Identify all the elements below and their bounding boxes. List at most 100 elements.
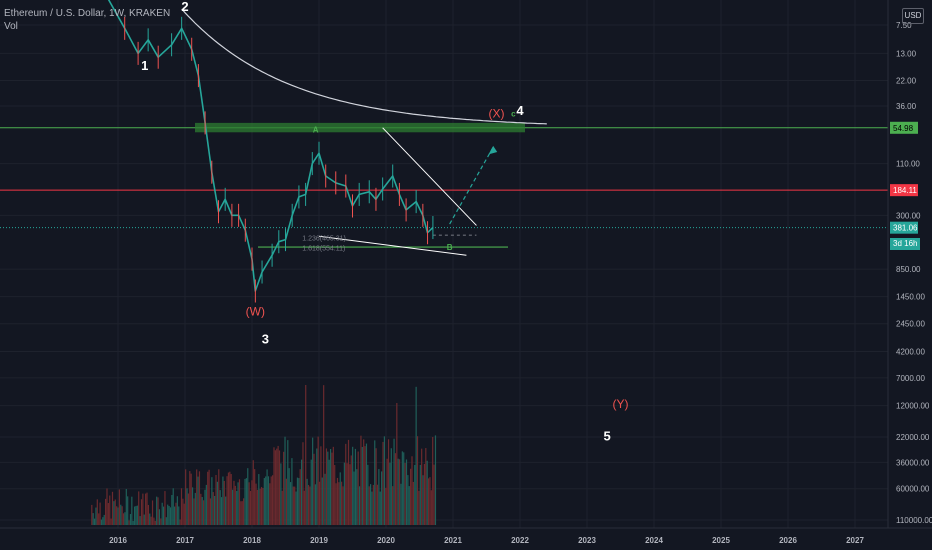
wave-label: 2 xyxy=(181,0,188,14)
price-tick-label: 110.00 xyxy=(896,160,920,169)
volume-bar xyxy=(316,448,318,525)
volume-bar xyxy=(270,476,272,525)
volume-bar xyxy=(263,478,265,525)
volume-bar xyxy=(310,459,312,525)
volume-bar xyxy=(296,477,299,525)
volume-bar xyxy=(430,490,432,525)
volume-bar xyxy=(349,464,351,525)
volume-bar xyxy=(288,468,290,525)
volume-bar xyxy=(249,490,252,525)
volume-bar xyxy=(205,484,207,525)
volume-bar xyxy=(202,500,205,525)
volume-bar xyxy=(429,477,431,525)
symbol-title[interactable]: Ethereum / U.S. Dollar, 1W, KRAKEN xyxy=(4,8,171,19)
volume-bar xyxy=(95,507,97,525)
time-tick-label: 2016 xyxy=(109,536,127,545)
volume-bar xyxy=(198,471,201,525)
volume-bar xyxy=(433,464,435,525)
time-tick-label: 2020 xyxy=(377,536,395,545)
volume-bar xyxy=(218,469,220,525)
wave-label: 4 xyxy=(516,103,524,118)
time-tick-label: 2019 xyxy=(310,536,328,545)
price-tick-label: 1450.00 xyxy=(896,293,925,302)
volume-bar xyxy=(107,503,109,525)
volume-bar xyxy=(114,499,116,525)
currency-button[interactable]: USD xyxy=(902,8,924,24)
volume-bar xyxy=(383,436,386,525)
volume-bar xyxy=(418,490,420,525)
volume-bar xyxy=(313,453,315,525)
volume-bar xyxy=(300,459,303,525)
fib-label: 1.236(465.31) xyxy=(302,235,346,242)
volume-bar xyxy=(225,496,227,525)
volume-bar xyxy=(365,443,368,525)
volume-indicator-label[interactable]: Vol xyxy=(4,21,18,32)
volume-bar xyxy=(136,505,138,525)
volume-bar xyxy=(358,486,361,525)
volume-bar xyxy=(386,458,388,525)
grid-lines xyxy=(0,0,888,528)
volume-bar xyxy=(197,476,199,525)
volume-bar xyxy=(303,490,305,525)
volume-bar xyxy=(434,435,437,525)
time-tick-label: 2024 xyxy=(645,536,663,545)
price-tick-label: 7.50 xyxy=(896,21,912,30)
volume-bar xyxy=(124,512,126,525)
volume-bar xyxy=(350,455,352,525)
volume-bar xyxy=(135,506,137,525)
time-tick-label: 2018 xyxy=(243,536,261,545)
volume-bar xyxy=(111,491,114,525)
price-series xyxy=(107,0,434,303)
volume-bar xyxy=(345,443,347,525)
volume-bar xyxy=(364,446,366,525)
volume-bar xyxy=(138,491,140,525)
wave-label: 5 xyxy=(603,428,610,443)
volume-bar xyxy=(385,487,387,525)
volume-bar xyxy=(212,492,214,525)
volume-bar xyxy=(287,440,289,525)
volume-bar xyxy=(131,496,133,525)
volume-bar xyxy=(127,496,129,525)
volume-bar xyxy=(191,487,194,525)
volume-bar xyxy=(233,480,235,525)
volume-bar xyxy=(415,386,417,525)
volume-bar xyxy=(122,513,125,525)
price-tag-bg xyxy=(890,221,918,234)
volume-bar xyxy=(96,499,98,525)
volume-bar xyxy=(179,519,181,525)
resistance-zone xyxy=(195,122,525,133)
volume-bar xyxy=(401,451,403,525)
price-tick-label: 4200.00 xyxy=(896,348,925,357)
time-tick-label: 2021 xyxy=(444,536,462,545)
volume-bar xyxy=(334,465,336,525)
volume-bar xyxy=(103,514,105,525)
volume-bar xyxy=(161,502,163,525)
volume-bar xyxy=(110,518,112,525)
price-tick-label: 7000.00 xyxy=(896,374,925,383)
volume-bar xyxy=(343,462,345,525)
volume-bar xyxy=(140,499,143,525)
price-tick-label: 2450.00 xyxy=(896,320,925,329)
volume-bar xyxy=(339,472,341,525)
volume-bar xyxy=(238,479,241,525)
volume-bar xyxy=(371,491,373,525)
volume-bar xyxy=(241,501,243,525)
volume-bar xyxy=(156,496,158,525)
volume-bar xyxy=(99,502,101,525)
time-tick-label: 2022 xyxy=(511,536,529,545)
volume-bar xyxy=(215,474,217,525)
time-tick-label: 2017 xyxy=(176,536,194,545)
volume-bar xyxy=(93,518,96,525)
volume-bar xyxy=(295,491,297,525)
wave-label: A xyxy=(313,125,319,134)
volume-bar xyxy=(329,448,332,525)
wave-label: B xyxy=(447,243,453,252)
price-axis: 7.50 13.00 22.00 36.00 110.00 300.00 850.00 145… xyxy=(890,21,932,525)
volume-bar xyxy=(324,473,326,525)
volume-bar xyxy=(234,485,236,525)
price-tick-label: 110000.00 xyxy=(896,516,932,525)
volume-bar xyxy=(133,506,136,525)
volume-bar xyxy=(382,441,384,525)
price-tag-bg xyxy=(890,184,918,197)
